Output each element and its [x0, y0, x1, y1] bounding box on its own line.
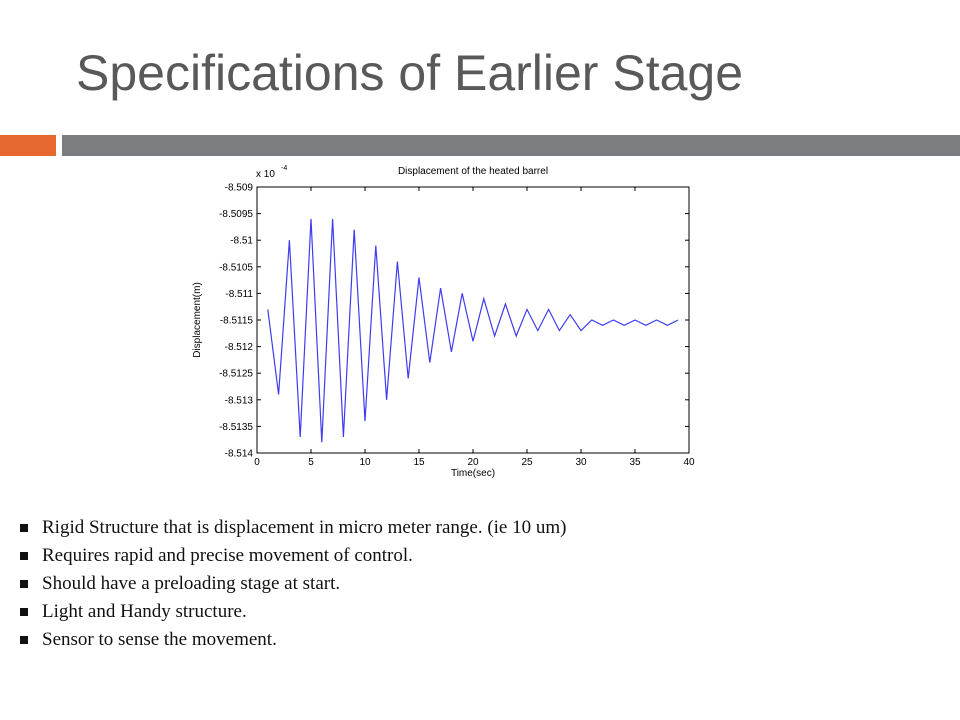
square-bullet-icon	[20, 580, 28, 588]
bullet-item: Should have a preloading stage at start.	[20, 570, 566, 598]
y-exponent: -4	[281, 165, 287, 172]
chart-title: Displacement of the heated barrel	[398, 166, 548, 177]
y-multiplier: x 10	[256, 169, 275, 180]
plot-area	[256, 186, 690, 454]
x-tick-label: 0	[254, 457, 260, 468]
x-tick-label: 25	[521, 457, 533, 468]
square-bullet-icon	[20, 636, 28, 644]
bullet-text: Sensor to sense the movement.	[42, 629, 277, 650]
square-bullet-icon	[20, 552, 28, 560]
x-tick-label: 30	[575, 457, 587, 468]
bullet-text: Light and Handy structure.	[42, 601, 247, 622]
y-axis-label: Displacement(m)	[192, 282, 203, 358]
y-tick-label: -8.5115	[220, 316, 254, 327]
displacement-chart: Displacement of the heated barrel x 10 -…	[180, 160, 720, 490]
x-tick-label: 20	[467, 457, 479, 468]
x-tick-label: 10	[359, 457, 371, 468]
x-tick-label: 40	[683, 457, 695, 468]
slide-title: Specifications of Earlier Stage	[76, 45, 744, 101]
x-tick-label: 5	[308, 457, 314, 468]
title-divider-bar	[62, 135, 960, 156]
series-layer	[267, 218, 679, 443]
bullet-item: Rigid Structure that is displacement in …	[20, 514, 566, 542]
y-tick-label: -8.514	[225, 449, 254, 460]
series-line	[267, 218, 679, 443]
y-tick-label: -8.5125	[219, 369, 253, 380]
square-bullet-icon	[20, 608, 28, 616]
y-tick-label: -8.5105	[219, 262, 253, 273]
accent-bar	[0, 135, 56, 156]
y-tick-label: -8.509	[225, 183, 254, 194]
x-tick-label: 15	[413, 457, 425, 468]
bullet-item: Light and Handy structure.	[20, 598, 566, 626]
bullet-list: Rigid Structure that is displacement in …	[20, 514, 566, 654]
bullet-text: Should have a preloading stage at start.	[42, 573, 341, 594]
square-bullet-icon	[20, 524, 28, 532]
x-tick-label: 35	[629, 457, 641, 468]
y-tick-label: -8.5095	[219, 209, 253, 220]
axis-ticks: 0 5 10 15 20 25 30 35 40 -8.509 -8.5095 -8.51 -8.510…	[219, 183, 695, 469]
bullet-text: Requires rapid and precise movement of c…	[42, 545, 413, 566]
y-tick-label: -8.511	[225, 289, 253, 300]
y-tick-label: -8.513	[225, 395, 254, 406]
chart-svg: Displacement of the heated barrel x 10 -…	[192, 165, 695, 479]
bullet-text: Rigid Structure that is displacement in …	[42, 517, 567, 538]
y-tick-label: -8.51	[230, 236, 253, 247]
bullet-item: Requires rapid and precise movement of c…	[20, 542, 566, 570]
y-tick-label: -8.5135	[219, 422, 253, 433]
y-tick-label: -8.512	[225, 342, 254, 353]
bullet-item: Sensor to sense the movement.	[20, 626, 566, 654]
x-axis-label: Time(sec)	[451, 468, 495, 479]
